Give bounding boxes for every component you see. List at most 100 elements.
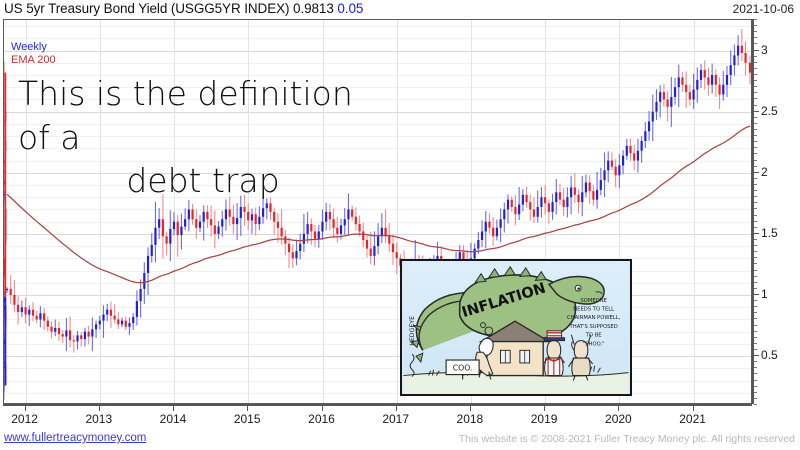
candle-body: [169, 229, 172, 244]
candle-body: [291, 252, 294, 259]
candle-body: [295, 251, 298, 259]
candle-body: [473, 248, 476, 259]
chart-plot-area[interactable]: Weekly EMA 200 This is the definition of…: [3, 19, 752, 404]
candle-body: [250, 214, 254, 221]
candle-body: [287, 243, 291, 253]
candle-body: [514, 207, 517, 215]
candle-body: [4, 383, 7, 386]
legend-item-weekly: Weekly: [11, 41, 47, 53]
candle-body: [462, 252, 465, 261]
y-axis-minor-tick: [754, 165, 757, 167]
grid-line-minor: [4, 221, 751, 223]
y-axis-tick: [754, 49, 759, 51]
cartoon-inset-image: INFLATION: [400, 259, 632, 396]
candle-body: [31, 309, 35, 316]
x-axis-tick: [24, 406, 26, 411]
candle-body: [4, 131, 7, 141]
candle-body: [588, 182, 591, 192]
candle-body: [681, 77, 684, 85]
candle-body: [54, 328, 57, 332]
y-axis-minor-tick: [754, 61, 757, 63]
candle-body: [83, 331, 87, 339]
candle-body: [13, 295, 16, 305]
candle-body: [347, 209, 350, 220]
candle-body: [4, 121, 7, 132]
candle-body: [91, 329, 94, 337]
y-axis-label: 0.5: [761, 348, 778, 363]
candle-body: [4, 72, 7, 83]
grid-line-minor: [4, 307, 751, 309]
candle-body: [555, 192, 558, 203]
candle-body: [150, 244, 153, 256]
candle-body: [577, 194, 580, 203]
candle-body: [102, 314, 105, 321]
x-axis-label: 2013: [85, 412, 113, 426]
y-axis-minor-tick: [754, 25, 757, 27]
candle-body: [595, 189, 599, 200]
candle-body: [651, 111, 654, 122]
candle-body: [343, 219, 346, 226]
candle-body: [4, 229, 7, 239]
candle-body: [265, 203, 268, 209]
candle-body: [373, 246, 376, 256]
y-axis-minor-tick: [754, 190, 757, 192]
candle-body: [384, 227, 387, 237]
caption-line-0: SOMEONE: [580, 298, 607, 304]
x-axis-tick: [395, 406, 397, 411]
y-axis: 0.5 1 1.5 2 2.5 3: [752, 19, 800, 405]
copyright-text: This website is © 2008-2021 Fuller Treac…: [458, 433, 795, 445]
candle-body: [377, 236, 380, 247]
x-axis-tick: [321, 406, 323, 411]
candle-body: [662, 92, 665, 100]
candle-body: [592, 191, 595, 200]
chart-date: 2021-10-06: [732, 2, 794, 16]
candle-body: [236, 218, 239, 225]
cartoon-figure-neighbor: [567, 334, 594, 381]
candle-body: [495, 227, 498, 237]
candle-body: [525, 194, 528, 203]
x-axis-label: 2021: [679, 412, 706, 426]
candle-body: [39, 313, 42, 320]
candle-body: [369, 248, 372, 256]
candle-body: [521, 194, 524, 205]
candle-body: [640, 141, 643, 151]
x-axis-tick: [173, 406, 174, 411]
candle-body: [603, 170, 606, 181]
site-url-link[interactable]: www.fullertreacymoney.com: [4, 432, 147, 444]
candle-body: [109, 309, 113, 316]
candle-body: [365, 240, 369, 249]
y-axis-label: 1.5: [761, 225, 778, 240]
y-axis-minor-tick: [754, 74, 757, 75]
candle-body: [191, 209, 194, 220]
candle-body: [655, 101, 658, 112]
y-axis-minor-tick: [754, 385, 757, 387]
y-axis-minor-tick: [754, 251, 757, 253]
candle-body: [4, 199, 7, 210]
chart-legend: Weekly EMA 200: [11, 41, 56, 67]
grid-line-major: [4, 111, 751, 113]
candle-body: [35, 315, 38, 320]
y-axis-minor-tick: [754, 275, 757, 277]
candle-body: [76, 335, 79, 342]
x-axis-label: 2020: [605, 412, 632, 426]
caption-pointer: [571, 341, 575, 351]
candle-body: [165, 236, 168, 244]
legend-item-ema200: EMA 200: [11, 54, 56, 66]
candle-body: [547, 203, 550, 212]
candle-body: [670, 97, 673, 107]
candle-body: [395, 252, 398, 259]
candle-body: [228, 209, 231, 217]
candle-body: [202, 211, 205, 222]
candle-body: [187, 209, 190, 220]
candle-body: [68, 330, 72, 341]
page-title: US 5yr Treasury Bond Yield (USGG5YR INDE…: [4, 1, 363, 16]
candle-body: [106, 309, 109, 315]
candle-body: [310, 224, 313, 232]
grid-line-vertical: [693, 20, 695, 403]
candle-body: [87, 331, 90, 337]
candle-body: [748, 62, 751, 73]
x-axis-tick: [692, 406, 694, 411]
candle-body: [551, 202, 554, 212]
candle-body: [4, 378, 7, 383]
artist-signature: [409, 353, 415, 377]
